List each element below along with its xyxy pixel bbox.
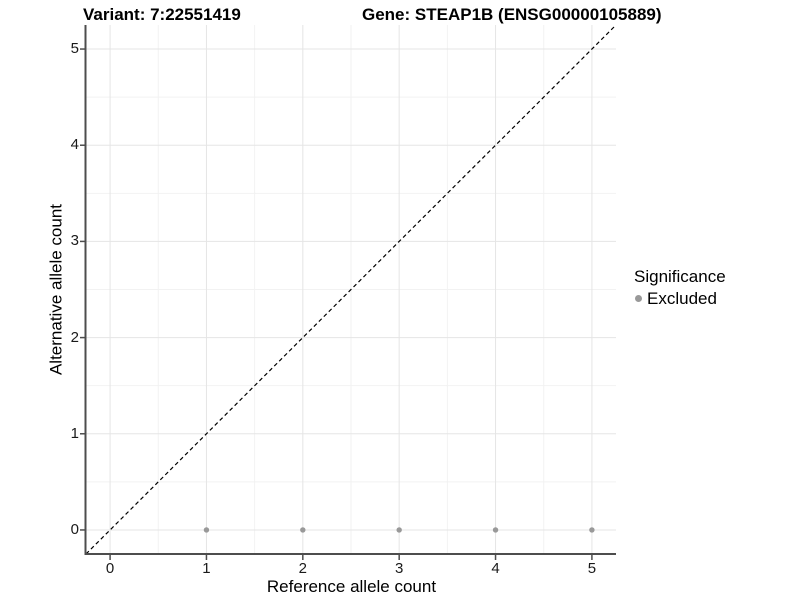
- y-tick-label: 5: [70, 40, 79, 58]
- x-tick-label: 0: [105, 560, 115, 577]
- x-tick-label: 4: [491, 560, 500, 577]
- data-point: [203, 527, 210, 533]
- identity-reference-line: [85, 24, 617, 555]
- legend-key-dot-icon: [635, 295, 642, 302]
- y-tick-label: 3: [70, 232, 79, 250]
- legend-item-excluded: Excluded: [634, 289, 726, 308]
- y-tick-label: 4: [70, 136, 79, 154]
- plot-title-gene: Gene: STEAP1B (ENSG00000105889): [362, 5, 662, 24]
- plot-title-variant: Variant: 7:22551419: [83, 5, 241, 24]
- y-axis-title: Alternative allele count: [46, 203, 66, 376]
- y-tick-label: 1: [70, 424, 79, 442]
- x-tick-label: 3: [395, 560, 404, 577]
- data-point: [300, 527, 306, 533]
- x-tick-label: 5: [587, 560, 597, 577]
- y-tick-label: 2: [70, 328, 79, 346]
- x-tick-label: 2: [298, 560, 307, 577]
- legend-title: Significance: [634, 267, 726, 286]
- legend-item-label: Excluded: [647, 289, 717, 308]
- legend: Significance Excluded: [634, 267, 726, 308]
- x-axis-title: Reference allele count: [266, 577, 437, 596]
- x-tick-label: 1: [202, 560, 211, 577]
- data-point: [492, 527, 499, 533]
- data-point: [396, 527, 402, 533]
- data-point: [589, 527, 595, 533]
- y-tick-label: 0: [70, 520, 79, 538]
